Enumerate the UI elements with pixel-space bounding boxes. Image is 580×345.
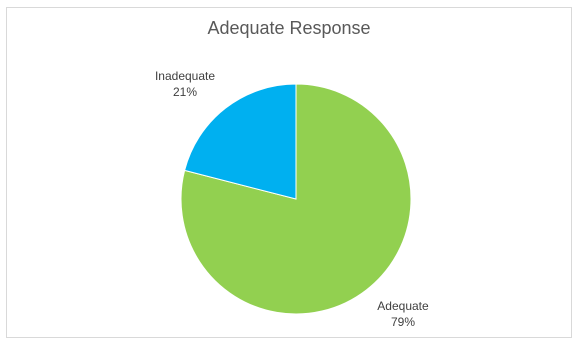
pie-slice-inadequate bbox=[184, 83, 297, 200]
label-inadequate-value: 21% bbox=[172, 85, 198, 99]
label-adequate-value: 79% bbox=[390, 315, 416, 329]
label-inadequate-name: Inadequate bbox=[154, 69, 216, 83]
label-inadequate: Inadequate 21% bbox=[150, 68, 220, 100]
pie-slice-adequate bbox=[180, 83, 412, 315]
chart-title: Adequate Response bbox=[207, 18, 371, 38]
label-adequate-name: Adequate bbox=[377, 299, 429, 313]
label-adequate: Adequate 79% bbox=[368, 298, 438, 330]
